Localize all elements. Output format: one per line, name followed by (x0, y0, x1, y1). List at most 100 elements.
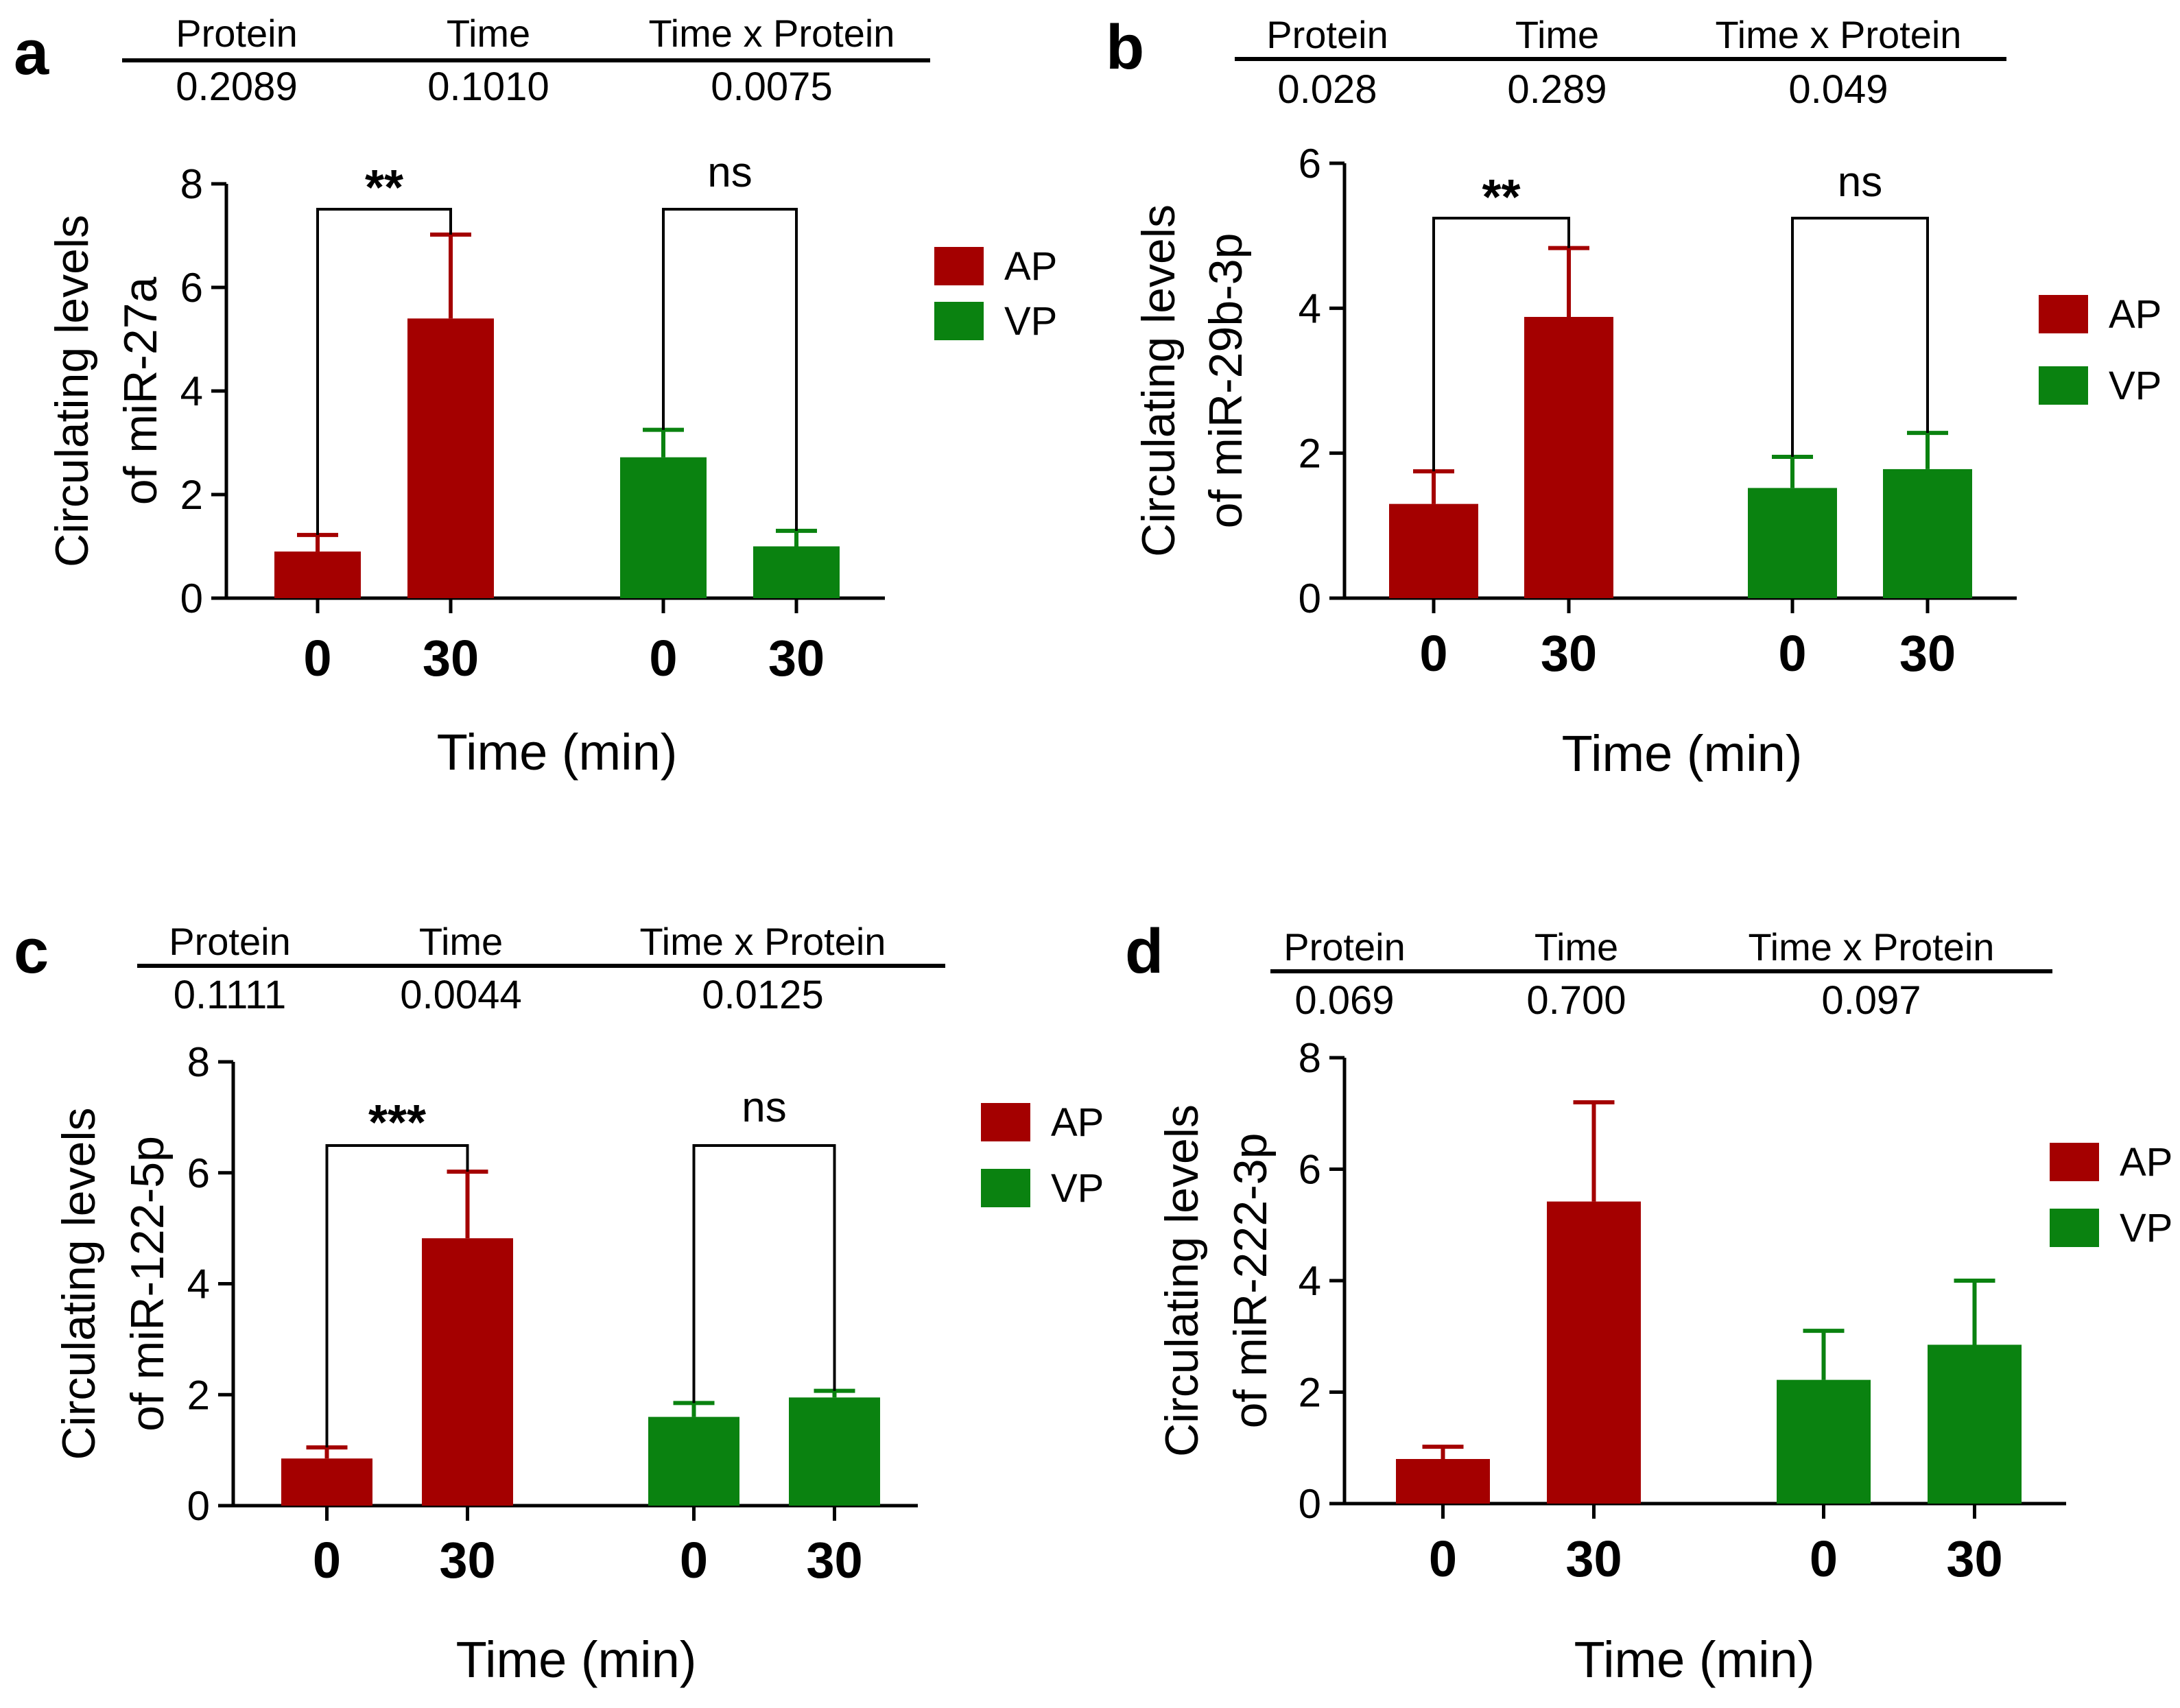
anova-value: 0.289 (1507, 67, 1607, 112)
y-tick-label: 8 (180, 161, 203, 207)
x-tick-label: 30 (1899, 625, 1956, 682)
anova-value: 0.2089 (176, 64, 297, 109)
legend: AP VP (2039, 292, 2161, 408)
anova-header: Protein (176, 12, 297, 55)
x-tick-label: 0 (649, 630, 677, 687)
bar-AP-30 (422, 1238, 513, 1506)
panel-letter: c (14, 916, 49, 986)
y-tick-label: 2 (187, 1372, 210, 1418)
y-tick-label: 6 (1299, 141, 1321, 187)
x-tick-label: 0 (1429, 1530, 1457, 1587)
anova-value: 0.097 (1821, 978, 1921, 1023)
legend-label-AP: AP (2120, 1140, 2172, 1185)
significance-bracket-VP (692, 1144, 836, 1403)
legend: AP VP (934, 244, 1057, 344)
anova-table: Protein Time Time x Protein 0.2089 0.1010 0.0… (122, 12, 930, 109)
x-tick-label: 0 (313, 1532, 341, 1589)
y-axis-label-line1: Circulating levels (1156, 1104, 1208, 1457)
y-tick-label: 4 (180, 368, 203, 414)
panel-b: b Protein Time Time x Protein 0.028 0.289 0.04… (1106, 12, 2161, 782)
legend-label-AP: AP (2109, 292, 2161, 337)
y-tick-label: 4 (1299, 285, 1321, 331)
x-axis-label: Time (min) (437, 724, 678, 781)
bar-VP-30 (1883, 468, 1972, 598)
significance-label-AP: ** (365, 161, 403, 215)
y-axis-label-line2: of miR-29b-3p (1200, 233, 1252, 529)
panel-d: d Protein Time Time x Protein 0.069 0.700 0.09… (1125, 916, 2172, 1688)
significance-bracket-AP (325, 1144, 469, 1448)
anova-value: 0.069 (1294, 978, 1394, 1023)
legend-swatch-AP (934, 247, 984, 285)
bar-VP-0 (1748, 488, 1837, 598)
y-axis-label-line1: Circulating levels (46, 215, 98, 567)
legend-swatch-AP (2050, 1143, 2099, 1181)
bar-VP-0 (620, 457, 707, 598)
anova-header: Time (447, 12, 530, 55)
bar-VP-30 (789, 1397, 880, 1506)
legend-swatch-VP (2050, 1209, 2099, 1247)
legend-swatch-AP (2039, 295, 2088, 333)
anova-value: 0.1010 (427, 64, 549, 109)
bar-VP-0 (648, 1416, 739, 1506)
x-axis-label: Time (min) (1574, 1631, 1815, 1688)
significance-bracket-AP (1432, 217, 1570, 472)
legend-swatch-AP (981, 1103, 1030, 1141)
x-tick-label: 30 (423, 630, 479, 687)
anova-value: 0.028 (1277, 67, 1377, 112)
anova-header: Time x Protein (1716, 13, 1962, 56)
bar-VP-30 (1928, 1344, 2022, 1504)
anova-header: Protein (169, 920, 290, 963)
legend: AP VP (2050, 1140, 2172, 1250)
x-axis-label: Time (min) (1562, 725, 1803, 782)
bar-AP-0 (1389, 503, 1478, 598)
anova-header: Time (419, 920, 503, 963)
panel-a: a Protein Time Time x Protein 0.2089 0.1010 0.… (14, 12, 1057, 781)
bar-VP-0 (1777, 1379, 1871, 1504)
panel-letter: a (14, 18, 49, 88)
anova-table: Protein Time Time x Protein 0.069 0.700 0.097 (1270, 925, 2052, 1023)
legend-label-VP: VP (2120, 1206, 2172, 1250)
y-axis-label-line2: of miR-122-5p (121, 1136, 174, 1432)
anova-header: Time (1515, 13, 1599, 56)
panel-c: c Protein Time Time x Protein 0.1111 0.0044 0.… (14, 916, 1104, 1688)
y-tick-label: 6 (180, 265, 203, 311)
x-tick-label: 30 (439, 1532, 495, 1589)
anova-header: Time x Protein (649, 12, 895, 55)
legend-label-VP: VP (1051, 1166, 1104, 1211)
x-tick-label: 0 (1419, 625, 1447, 682)
legend-swatch-VP (2039, 366, 2088, 405)
panel-letter: d (1125, 916, 1163, 986)
y-tick-label: 8 (187, 1039, 210, 1085)
significance-label-AP: ** (1482, 170, 1520, 225)
anova-table: Protein Time Time x Protein 0.1111 0.0044 0.0… (137, 920, 945, 1017)
y-tick-label: 2 (1299, 431, 1321, 477)
x-tick-label: 0 (303, 630, 331, 687)
anova-value: 0.1111 (174, 973, 286, 1017)
y-tick-label: 4 (187, 1261, 210, 1307)
x-tick-label: 30 (768, 630, 825, 687)
bar-AP-30 (407, 318, 494, 598)
anova-header: Protein (1283, 925, 1405, 969)
legend-label-VP: VP (1004, 299, 1057, 344)
anova-table: Protein Time Time x Protein 0.028 0.289 0.049 (1235, 13, 2006, 112)
x-tick-label: 30 (1946, 1530, 2002, 1587)
anova-header: Time x Protein (1749, 925, 1995, 969)
significance-bracket-AP (316, 208, 452, 535)
anova-value: 0.0075 (711, 64, 832, 109)
y-tick-label: 0 (187, 1483, 210, 1529)
x-tick-label: 0 (680, 1532, 708, 1589)
significance-label-VP: ns (1838, 158, 1882, 206)
significance-label-VP: ns (742, 1084, 786, 1131)
x-tick-label: 0 (1810, 1530, 1838, 1587)
y-tick-label: 4 (1299, 1258, 1321, 1304)
y-tick-label: 0 (1299, 1481, 1321, 1527)
y-tick-label: 2 (1299, 1370, 1321, 1416)
y-tick-label: 0 (180, 576, 203, 621)
anova-header: Time x Protein (640, 920, 886, 963)
bar-VP-30 (753, 546, 840, 598)
bar-AP-0 (281, 1458, 372, 1506)
bar-AP-30 (1547, 1201, 1641, 1504)
anova-header: Time (1535, 925, 1618, 969)
x-axis-label: Time (min) (456, 1631, 697, 1688)
